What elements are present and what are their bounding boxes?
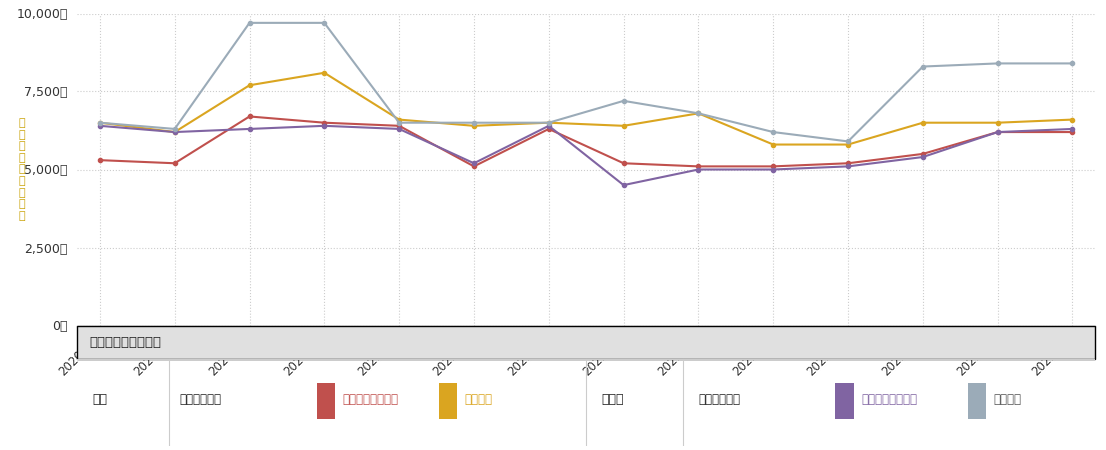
Text: クレジットカード: クレジットカード: [860, 393, 917, 406]
Text: 注文（決済方法別）: 注文（決済方法別）: [90, 336, 161, 349]
Bar: [439, 383, 457, 419]
Bar: [316, 383, 335, 419]
Bar: [968, 383, 987, 419]
Text: 平均注文金額: 平均注文金額: [698, 393, 740, 406]
Text: クレジットカード: クレジットカード: [342, 393, 398, 406]
Text: 代金引換: 代金引換: [993, 393, 1021, 406]
Text: 会員: 会員: [93, 393, 107, 406]
Text: 非会員: 非会員: [602, 393, 624, 406]
Text: 代金引換: 代金引換: [465, 393, 492, 406]
FancyBboxPatch shape: [77, 325, 1095, 359]
Text: 平
均
注
文
金
額
（
円
）: 平 均 注 文 金 額 （ 円 ）: [18, 118, 24, 221]
Text: 平均注文金額: 平均注文金額: [179, 393, 221, 406]
Bar: [835, 383, 854, 419]
